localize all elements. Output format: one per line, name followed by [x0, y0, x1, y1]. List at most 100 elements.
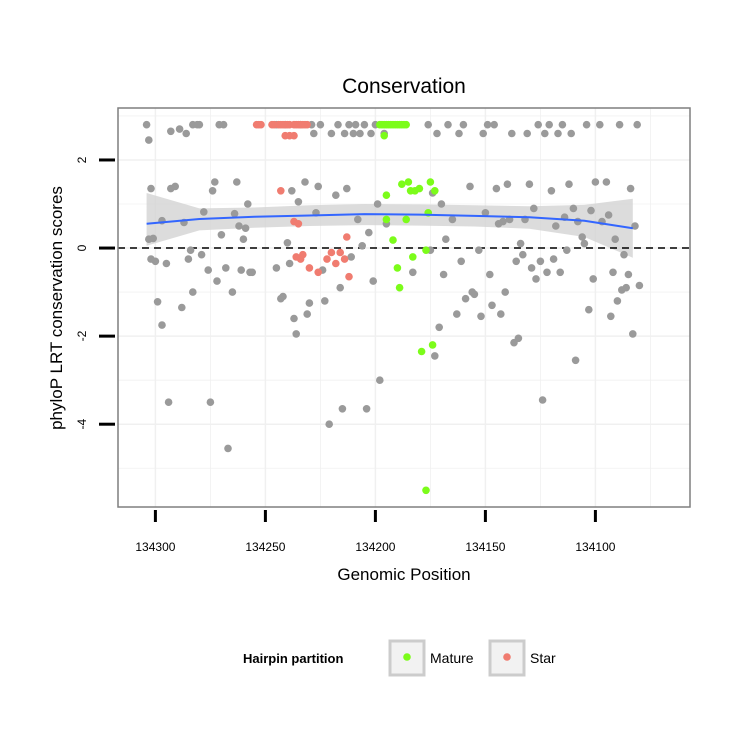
- data-point-other: [200, 208, 208, 216]
- y-tick-label: 2: [75, 156, 89, 163]
- data-point-mature: [382, 191, 391, 199]
- smooth-line: [146, 213, 633, 230]
- data-point-other: [285, 259, 294, 268]
- data-point-other: [153, 298, 162, 306]
- data-point-other: [162, 259, 171, 268]
- data-point-other: [367, 129, 375, 138]
- data-point-star: [323, 255, 331, 263]
- data-point-other: [362, 405, 371, 413]
- data-point-other: [239, 235, 248, 243]
- data-point-other: [294, 198, 303, 206]
- data-point-star: [343, 233, 351, 241]
- data-point-star: [340, 255, 349, 263]
- data-point-other: [356, 129, 364, 138]
- data-point-other: [272, 264, 281, 272]
- legend-title: Hairpin partition: [243, 651, 343, 666]
- data-point-other: [490, 120, 499, 129]
- data-point-other: [182, 129, 190, 138]
- legend-swatch-star: [503, 653, 511, 661]
- data-point-other: [543, 268, 551, 277]
- data-point-other: [373, 200, 382, 208]
- data-point-other: [347, 253, 356, 261]
- data-point-other: [332, 191, 340, 199]
- data-point-other: [145, 136, 153, 144]
- data-point-mature: [393, 264, 402, 272]
- data-point-other: [283, 239, 292, 247]
- data-points: [142, 120, 644, 495]
- data-point-other: [461, 294, 470, 303]
- data-point-other: [481, 209, 490, 217]
- data-point-star: [294, 220, 303, 228]
- data-point-mature: [398, 180, 406, 188]
- data-point-other: [613, 297, 622, 305]
- data-point-other: [360, 120, 369, 129]
- data-point-mature: [382, 215, 391, 224]
- data-point-other: [334, 120, 342, 129]
- data-point-other: [629, 330, 637, 338]
- data-point-other: [248, 268, 256, 277]
- data-point-other: [189, 288, 197, 296]
- data-point-other: [635, 281, 644, 290]
- data-point-other: [279, 292, 287, 301]
- data-point-other: [354, 215, 362, 224]
- data-point-mature: [428, 341, 437, 349]
- data-point-other: [237, 266, 245, 274]
- data-point-other: [343, 184, 351, 193]
- data-point-other: [479, 129, 488, 138]
- x-tick-label: 134150: [465, 540, 505, 554]
- data-point-other: [351, 120, 360, 129]
- data-point-other: [164, 398, 173, 407]
- data-point-star: [299, 250, 307, 259]
- data-point-other: [503, 180, 512, 188]
- data-point-other: [147, 255, 155, 263]
- data-point-other: [492, 184, 501, 193]
- data-point-mature: [402, 215, 411, 224]
- data-point-other: [545, 120, 553, 129]
- data-point-other: [431, 352, 439, 360]
- data-point-other: [409, 268, 417, 277]
- data-point-star: [257, 120, 265, 129]
- data-point-other: [197, 250, 206, 259]
- data-point-other: [186, 246, 195, 254]
- data-point-mature: [417, 347, 426, 356]
- data-point-other: [208, 187, 217, 195]
- data-point-other: [514, 334, 523, 343]
- data-point-mature: [380, 131, 389, 140]
- data-point-other: [455, 129, 463, 138]
- x-axis: 134300 134250 134200 134150 134100: [135, 510, 616, 554]
- data-point-other: [171, 182, 179, 191]
- data-point-other: [488, 301, 496, 310]
- data-point-other: [499, 217, 507, 226]
- data-point-other: [149, 234, 157, 243]
- data-point-other: [433, 129, 441, 138]
- data-point-mature: [389, 236, 397, 244]
- data-point-star: [332, 259, 340, 268]
- x-tick-label: 134300: [135, 540, 175, 554]
- data-point-star: [336, 248, 345, 257]
- grid-lines: [118, 108, 690, 507]
- data-point-other: [624, 270, 633, 279]
- data-point-other: [604, 211, 613, 219]
- data-point-other: [620, 250, 628, 259]
- data-point-other: [633, 120, 641, 129]
- data-point-other: [519, 250, 527, 259]
- data-point-other: [596, 120, 604, 129]
- smooth-line-layer: [146, 213, 633, 230]
- data-point-other: [310, 129, 318, 138]
- panel-border: [117, 107, 691, 508]
- data-point-other: [305, 299, 314, 307]
- chart-title: Conservation: [342, 75, 466, 98]
- y-tick-label: -4: [75, 419, 89, 430]
- data-point-other: [508, 129, 516, 138]
- data-point-other: [580, 239, 589, 248]
- data-point-mature: [402, 120, 411, 129]
- data-point-other: [292, 330, 301, 338]
- data-point-other: [175, 125, 184, 133]
- data-point-other: [217, 231, 226, 239]
- data-point-other: [288, 187, 296, 195]
- data-point-star: [305, 264, 314, 272]
- data-point-other: [582, 120, 591, 129]
- data-point-other: [222, 264, 230, 272]
- x-axis-title: Genomic Position: [337, 565, 470, 584]
